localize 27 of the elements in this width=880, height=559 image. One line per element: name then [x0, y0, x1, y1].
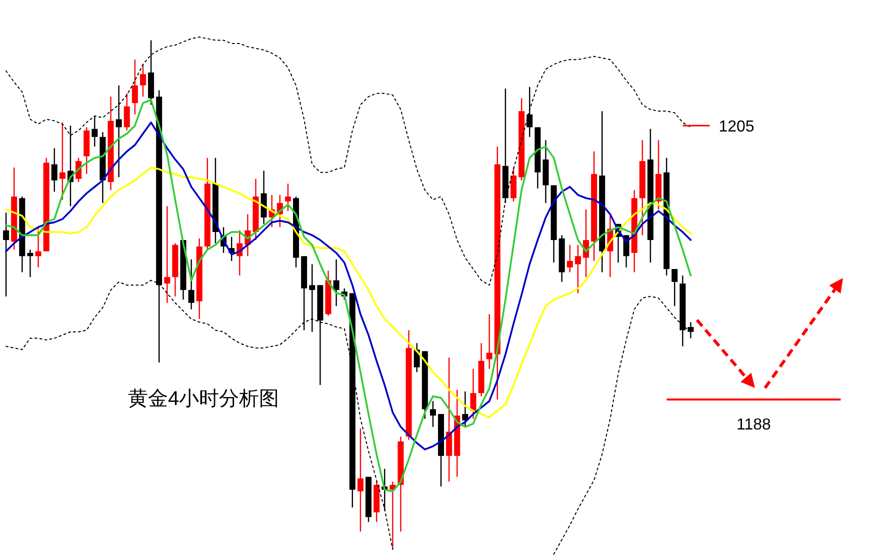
text: 黄金4小时分析图 — [128, 388, 280, 410]
candlestick — [333, 258, 340, 307]
candlestick — [116, 84, 122, 178]
candlestick — [51, 148, 58, 192]
candlestick — [357, 428, 364, 532]
candlestick — [672, 268, 678, 307]
candlestick — [164, 206, 170, 304]
candlestick — [124, 92, 130, 132]
candlestick — [510, 166, 516, 202]
candlestick — [132, 59, 138, 115]
candlestick — [3, 212, 10, 298]
candlestick — [470, 368, 476, 420]
candlestick — [430, 400, 436, 428]
candlestick — [35, 226, 42, 268]
candlestick — [188, 258, 194, 310]
ref-line-label: 1205 — [718, 118, 754, 136]
candlestick — [462, 390, 468, 428]
candlestick — [574, 244, 581, 294]
candlestick — [59, 122, 66, 200]
candlestick — [27, 249, 34, 278]
candlestick — [140, 64, 146, 98]
candlestick — [566, 244, 573, 273]
candlestick — [526, 86, 533, 138]
candlestick — [284, 183, 291, 212]
candlestick — [486, 314, 492, 370]
ref-line-label: 1188 — [736, 416, 772, 434]
candlestick — [92, 115, 98, 148]
